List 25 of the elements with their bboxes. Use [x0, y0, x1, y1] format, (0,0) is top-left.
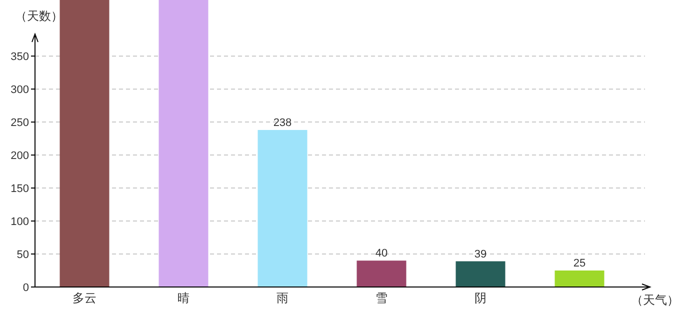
data-label: 40	[375, 248, 388, 260]
bar	[158, 0, 208, 287]
bar	[356, 260, 406, 287]
data-label: 25	[573, 258, 586, 270]
y-tick-label: 150	[10, 183, 29, 196]
bar	[258, 130, 308, 287]
x-tick-label: 雪	[376, 291, 388, 305]
x-tick-label: 晴	[178, 291, 190, 305]
x-tick-label: 雨	[276, 291, 288, 305]
x-axis-title: （天气）	[631, 293, 679, 307]
y-tick-label: 100	[10, 216, 29, 228]
x-tick-label: 多云	[72, 291, 96, 305]
y-tick-label: 350	[10, 51, 29, 64]
bar	[554, 270, 604, 287]
bar	[456, 261, 506, 287]
x-tick-label: 阴	[474, 291, 486, 305]
y-tick-label: 300	[10, 84, 29, 96]
y-axis-title: （天数）	[15, 9, 63, 23]
y-tick-label: 50	[16, 249, 29, 262]
y-tick-label: 0	[22, 282, 29, 294]
bar	[60, 0, 110, 287]
y-tick-label: 200	[10, 150, 29, 162]
data-label: 238	[273, 116, 292, 129]
y-tick-label: 250	[10, 117, 29, 130]
data-label: 39	[474, 248, 487, 260]
